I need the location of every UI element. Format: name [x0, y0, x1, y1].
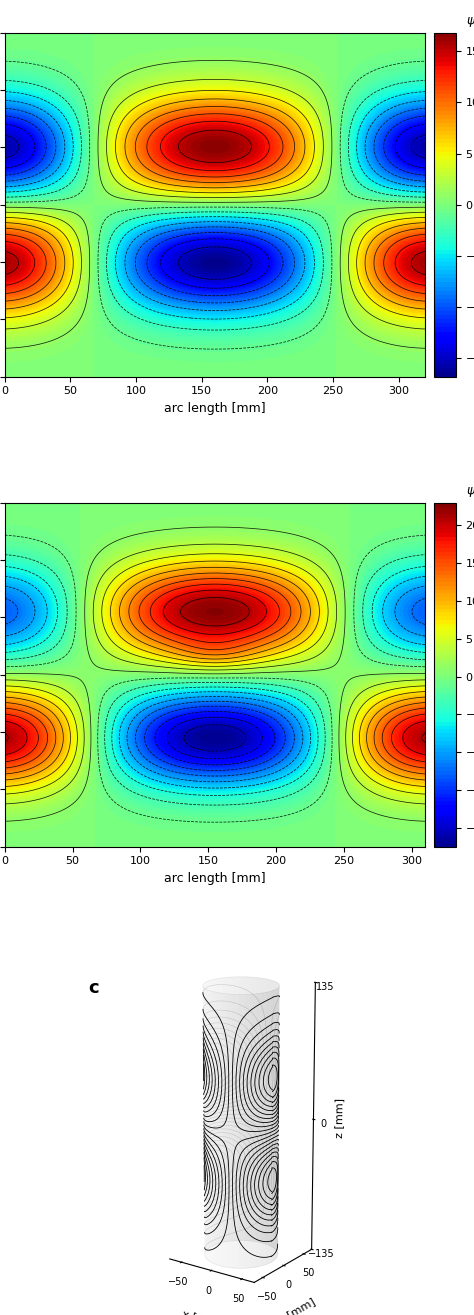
- Y-axis label: $\psi$ [A]: $\psi$ [A]: [466, 12, 474, 29]
- X-axis label: x [mm]: x [mm]: [181, 1308, 222, 1315]
- X-axis label: arc length [mm]: arc length [mm]: [164, 872, 266, 885]
- Y-axis label: $\psi$ [A]: $\psi$ [A]: [466, 483, 474, 500]
- Text: c: c: [89, 978, 99, 997]
- Y-axis label: y [mm]: y [mm]: [277, 1297, 318, 1315]
- X-axis label: arc length [mm]: arc length [mm]: [164, 402, 266, 414]
